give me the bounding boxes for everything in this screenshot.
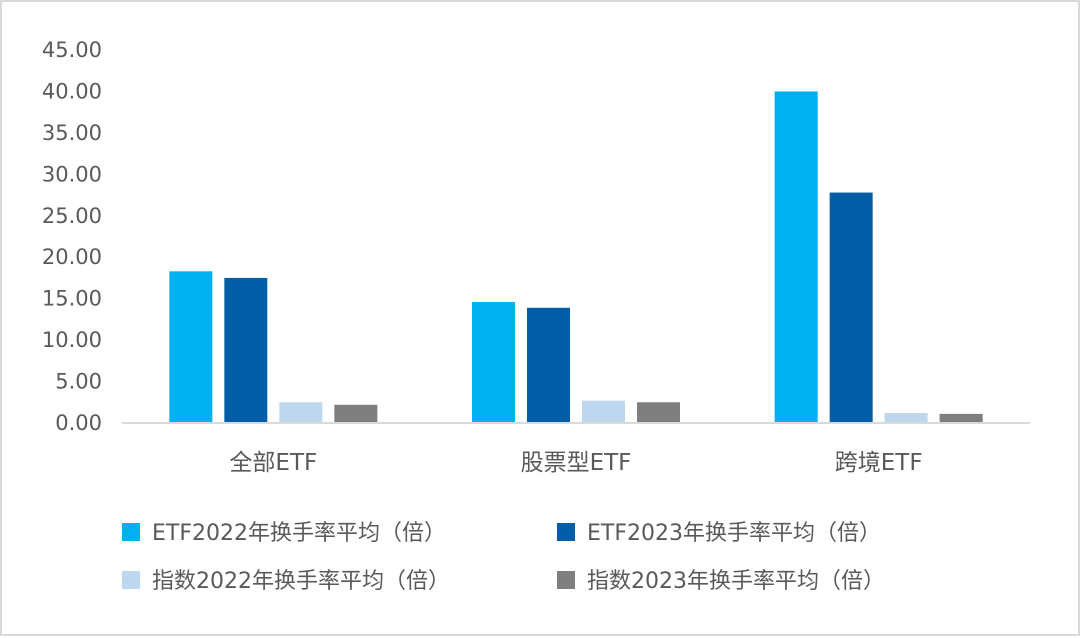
y-tick-label: 10.00 [42, 328, 102, 352]
legend-swatch-series-4 [557, 571, 575, 589]
bars-group [169, 91, 983, 423]
legend-label-series-4: 指数2023年换手率平均（倍） [587, 569, 885, 594]
y-tick-label: 45.00 [42, 38, 102, 62]
bar-3-series-2 [829, 192, 873, 423]
bar-1-series-4 [334, 404, 378, 423]
bar-2-series-3 [582, 400, 625, 423]
bar-2-series-2 [527, 307, 570, 423]
legend-label-series-3: 指数2022年换手率平均（倍） [152, 569, 450, 594]
y-tick-label: 15.00 [42, 287, 102, 311]
y-tick-label: 0.00 [55, 411, 102, 435]
x-category-label: 全部ETF [229, 450, 317, 476]
y-tick-label: 30.00 [42, 162, 102, 186]
legend-swatch-series-2 [557, 523, 575, 541]
y-axis-tick-labels: 0.00 5.00 10.00 15.00 20.00 25.00 30.00 35.00 40… [42, 38, 102, 435]
y-tick-label: 40.00 [42, 79, 102, 103]
x-axis-category-labels: 全部ETF 股票型ETF 跨境ETF [229, 450, 922, 476]
bar-1-series-3 [279, 402, 323, 423]
bar-2-series-1 [472, 301, 515, 423]
y-tick-label: 35.00 [42, 121, 102, 145]
legend-label-series-1: ETF2022年换手率平均（倍） [152, 521, 446, 546]
y-tick-label: 20.00 [42, 245, 102, 269]
x-category-label: 跨境ETF [835, 450, 923, 476]
y-tick-label: 5.00 [55, 370, 102, 394]
y-tick-label: 25.00 [42, 204, 102, 228]
bar-3-series-1 [774, 91, 818, 423]
bar-1-series-2 [224, 277, 268, 423]
legend-label-series-2: ETF2023年换手率平均（倍） [587, 521, 881, 546]
legend-swatch-series-1 [122, 523, 140, 541]
legend-swatch-series-3 [122, 571, 140, 589]
bar-3-series-4 [939, 413, 983, 423]
x-category-label: 股票型ETF [521, 450, 632, 476]
bar-3-series-3 [884, 413, 928, 423]
legend: ETF2022年换手率平均（倍） ETF2023年换手率平均（倍） 指数2022年换… [122, 521, 885, 594]
bar-2-series-4 [637, 402, 680, 423]
bar-1-series-1 [169, 271, 213, 423]
